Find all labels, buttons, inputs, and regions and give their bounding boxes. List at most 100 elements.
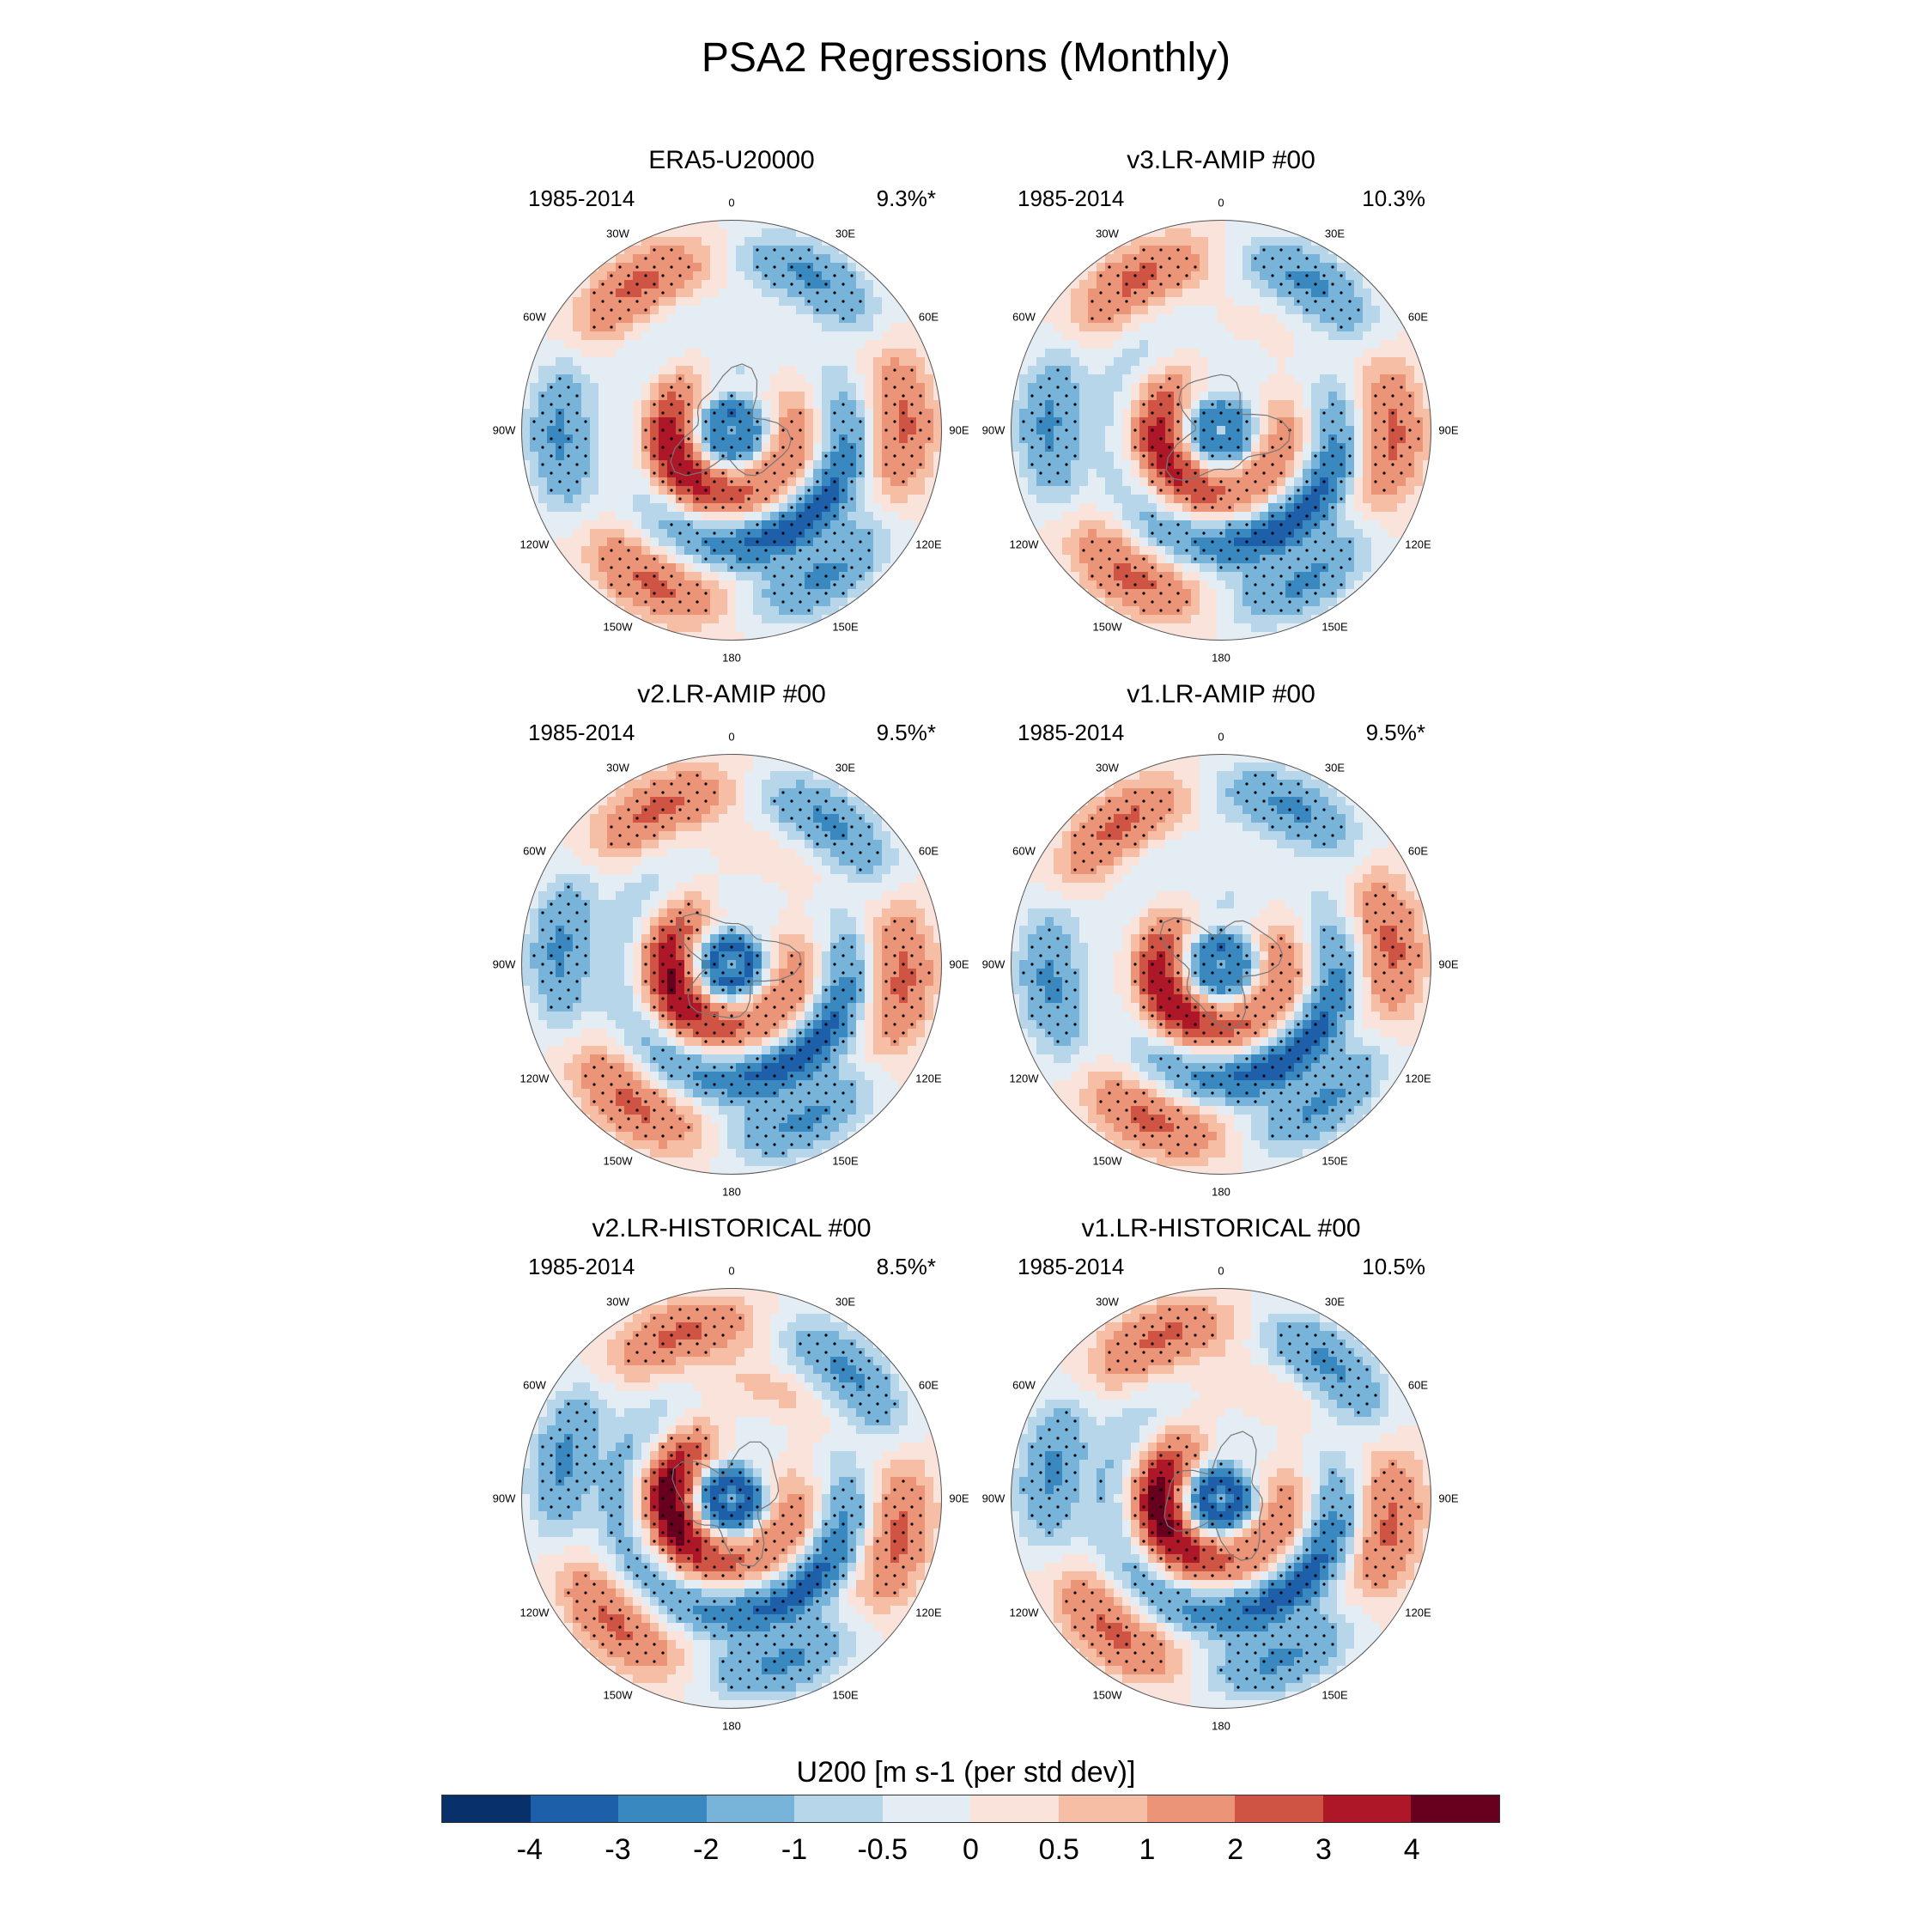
colorbar-tick-label: 2 — [1227, 1833, 1244, 1866]
panel-title: v2.LR-AMIP #00 — [637, 680, 826, 708]
longitude-label: 60E — [918, 310, 939, 323]
longitude-label: 30E — [1324, 1295, 1346, 1308]
longitude-label: 90E — [1438, 423, 1459, 437]
longitude-label: 120W — [519, 1606, 550, 1619]
panel-variance-percent: 9.3%* — [876, 185, 936, 211]
colorbar-segment — [442, 1795, 531, 1822]
map-panel: v2.LR-AMIP #00 1985-2014 9.5%* 0 30E 60E 90E 12… — [457, 680, 1006, 1199]
longitude-label: 60E — [1407, 844, 1429, 857]
longitude-label: 90W — [981, 423, 1005, 437]
regression-field — [521, 754, 942, 1175]
longitude-label: 120W — [519, 1072, 550, 1084]
panel-variance-percent: 10.3% — [1362, 185, 1425, 211]
colorbar-segment — [1411, 1795, 1499, 1822]
longitude-label: 150W — [1092, 1688, 1122, 1702]
longitude-label: 60E — [918, 844, 939, 857]
longitude-label: 150E — [1321, 1688, 1348, 1702]
colorbar-segment — [1235, 1795, 1323, 1822]
longitude-label: 60E — [918, 1378, 939, 1391]
coastline — [1165, 374, 1291, 482]
panel-period: 1985-2014 — [1018, 720, 1125, 745]
colorbar-tick-label: -2 — [693, 1833, 720, 1866]
colorbar-tick-label: 3 — [1315, 1833, 1332, 1866]
longitude-label: 0 — [728, 196, 735, 210]
colorbar-tick-label: 1 — [1139, 1833, 1156, 1866]
panel-variance-percent: 9.5%* — [876, 720, 936, 745]
panel-title: v1.LR-AMIP #00 — [1127, 680, 1315, 708]
colorbar-segment — [618, 1795, 707, 1822]
longitude-label: 60E — [1407, 310, 1429, 323]
panel-variance-percent: 8.5%* — [876, 1254, 936, 1279]
map-panel: v2.LR-HISTORICAL #00 1985-2014 8.5%* 0 30E 60… — [457, 1214, 1006, 1733]
longitude-label: 150E — [1321, 620, 1348, 634]
colorbar-tick-label: 4 — [1403, 1833, 1420, 1866]
longitude-label: 150W — [603, 1688, 633, 1702]
figure-title: PSA2 Regressions (Monthly) — [701, 35, 1231, 81]
longitude-label: 30E — [835, 761, 856, 774]
longitude-label: 90W — [492, 423, 516, 437]
longitude-label: 90E — [949, 1492, 969, 1505]
colorbar-tick-label: -0.5 — [857, 1833, 908, 1866]
longitude-label: 90E — [949, 423, 969, 437]
longitude-label: 120W — [1009, 538, 1039, 550]
panel-title: v1.LR-HISTORICAL #00 — [1081, 1214, 1361, 1242]
coastline — [671, 1441, 780, 1567]
polar-map — [521, 754, 942, 1175]
map-panel: v1.LR-HISTORICAL #00 1985-2014 10.5% 0 30E 60… — [946, 1214, 1496, 1733]
longitude-label: 150E — [1321, 1154, 1348, 1168]
longitude-label: 150E — [832, 1154, 859, 1168]
panel-variance-percent: 10.5% — [1362, 1254, 1425, 1279]
panel-variance-percent: 9.5%* — [1365, 720, 1425, 745]
colorbar-segment — [530, 1795, 619, 1822]
longitude-label: 0 — [728, 1264, 735, 1278]
longitude-label: 180 — [1212, 651, 1230, 665]
longitude-label: 30E — [1324, 761, 1346, 774]
longitude-label: 90E — [1438, 957, 1459, 971]
longitude-label: 120W — [1009, 1606, 1039, 1619]
map-border — [1011, 220, 1431, 641]
colorbar-tick-label: -1 — [781, 1833, 808, 1866]
colorbar-segment — [1146, 1795, 1236, 1822]
longitude-label: 150W — [603, 1154, 633, 1168]
longitude-label: 90W — [981, 957, 1005, 971]
longitude-label: 0 — [1218, 1264, 1224, 1278]
longitude-label: 120E — [1405, 538, 1431, 550]
longitude-label: 150W — [603, 620, 633, 634]
colorbar-tick-label: 0 — [963, 1833, 979, 1866]
longitude-label: 30W — [1096, 761, 1119, 774]
coastline — [1159, 917, 1284, 1030]
map-border — [1011, 1288, 1431, 1709]
colorbar-segment — [794, 1795, 883, 1822]
map-panel: v1.LR-AMIP #00 1985-2014 9.5%* 0 30E 60E 90E 12… — [946, 680, 1496, 1199]
longitude-label: 30E — [835, 1295, 856, 1308]
map-border — [521, 754, 942, 1175]
colorbar-segment — [970, 1795, 1060, 1822]
longitude-label: 120E — [915, 1072, 942, 1084]
colorbar-segment — [1059, 1795, 1147, 1822]
longitude-label: 150W — [1092, 1154, 1122, 1168]
panel-title: v2.LR-HISTORICAL #00 — [592, 1214, 872, 1242]
longitude-label: 120W — [1009, 1072, 1039, 1084]
longitude-label: 90W — [492, 1492, 516, 1505]
longitude-label: 150W — [1092, 620, 1122, 634]
longitude-label: 60W — [523, 844, 546, 857]
map-border — [521, 1288, 942, 1709]
polar-map — [1011, 220, 1431, 641]
longitude-label: 90E — [1438, 1492, 1459, 1505]
longitude-label: 150E — [832, 620, 859, 634]
longitude-label: 120W — [519, 538, 550, 550]
longitude-label: 30W — [1096, 227, 1119, 240]
longitude-label: 90W — [492, 957, 516, 971]
longitude-label: 0 — [1218, 730, 1224, 744]
longitude-label: 30E — [1324, 227, 1346, 240]
regression-field — [521, 1288, 942, 1709]
regression-field — [1011, 1288, 1431, 1709]
longitude-label: 60W — [1012, 310, 1036, 323]
colorbar-segment — [706, 1795, 795, 1822]
regression-field — [1011, 754, 1431, 1175]
longitude-label: 30E — [835, 227, 856, 240]
longitude-label: 0 — [728, 730, 735, 744]
coastline — [1163, 1431, 1264, 1561]
panel-period: 1985-2014 — [528, 720, 635, 745]
longitude-label: 180 — [722, 1719, 741, 1733]
